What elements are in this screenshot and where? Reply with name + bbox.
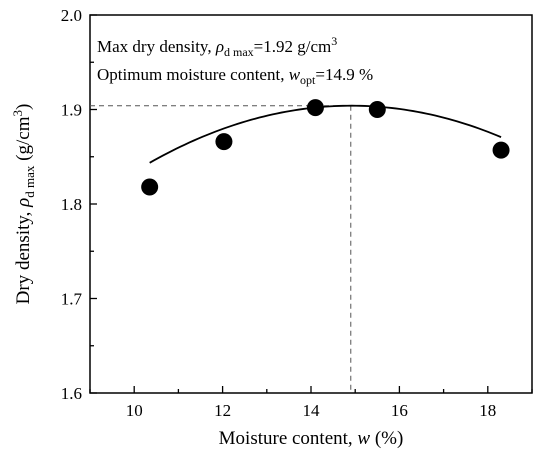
optimum-moisture-annotation: Optimum moisture content, wopt=14.9 % xyxy=(97,65,373,87)
annotation-line2-value: =14.9 % xyxy=(315,65,373,84)
data-points xyxy=(141,99,510,196)
y-tick-label: 1.7 xyxy=(61,290,83,309)
x-tick-label: 10 xyxy=(126,401,143,420)
data-point xyxy=(492,141,510,159)
x-tick-label: 16 xyxy=(391,401,408,420)
y-axis-label-sub: d max xyxy=(22,165,37,198)
y-axis-label-unit: (g/cm xyxy=(13,116,34,165)
x-axis-label-symbol: w xyxy=(357,428,370,449)
annotation-line2-sub: opt xyxy=(300,73,316,87)
data-point xyxy=(368,101,386,118)
annotation-line1-sub: d max xyxy=(224,45,254,59)
x-tick-label: 18 xyxy=(479,401,496,420)
annotation-line1-value: =1.92 g/cm xyxy=(254,37,332,56)
annotation-line1-symbol: ρ xyxy=(215,37,224,56)
data-point xyxy=(215,133,233,151)
x-tick-label: 14 xyxy=(303,401,321,420)
y-axis-label: Dry density, ρd max (g/cm3) xyxy=(10,104,37,305)
x-axis-ticks: 10 12 14 16 18 xyxy=(89,386,533,420)
annotation-line2-text: Optimum moisture content, xyxy=(97,65,289,84)
data-point xyxy=(141,178,159,196)
x-axis-label: Moisture content, w (%) xyxy=(219,428,404,449)
y-axis-label-symbol: ρ xyxy=(13,198,34,208)
fit-curve xyxy=(149,104,502,164)
y-axis-label-end: ) xyxy=(13,104,34,110)
annotation-line1-text: Max dry density, xyxy=(97,37,216,56)
x-axis-label-unit: (%) xyxy=(370,428,403,449)
y-axis-label-text: Dry density, xyxy=(13,207,34,304)
max-dry-density-annotation: Max dry density, ρd max=1.92 g/cm3 xyxy=(97,34,337,59)
data-point xyxy=(306,99,324,117)
annotation-line2-symbol: w xyxy=(289,65,301,84)
y-tick-label: 2.0 xyxy=(61,6,82,25)
y-tick-label: 1.9 xyxy=(61,101,82,120)
y-axis-label-sup: 3 xyxy=(10,110,25,117)
x-axis-label-text: Moisture content, xyxy=(219,428,358,449)
y-tick-label: 1.6 xyxy=(61,384,82,403)
annotation-line1-sup: 3 xyxy=(331,34,337,48)
y-tick-label: 1.8 xyxy=(61,195,82,214)
y-axis-ticks: 1.6 1.7 1.8 1.9 2.0 xyxy=(61,6,97,403)
x-tick-label: 12 xyxy=(214,401,231,420)
